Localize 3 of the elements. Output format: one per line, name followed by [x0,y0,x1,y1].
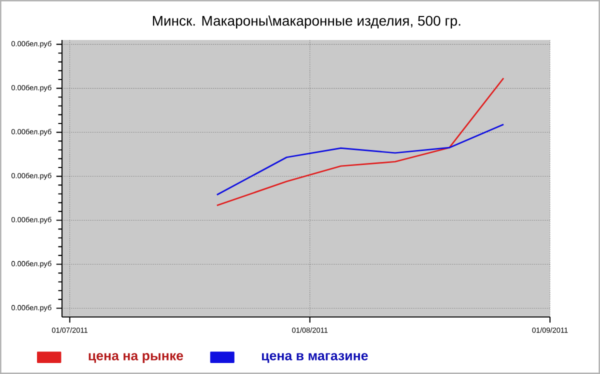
chart-title: Минск. Макароны\макаронные изделия, 500 гр. [152,15,460,29]
legend-label: цена на рынке [88,353,184,364]
legend-label: цена в магазине [262,353,368,363]
